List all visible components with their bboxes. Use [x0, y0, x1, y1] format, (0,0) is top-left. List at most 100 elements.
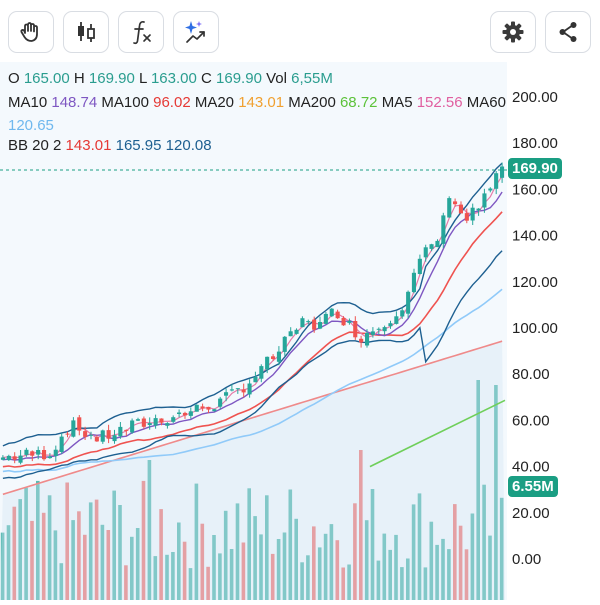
price-axis-tick: 0.00 — [512, 551, 541, 568]
bb-lower-line — [2, 250, 503, 479]
hand-icon — [20, 22, 38, 42]
moving-averages — [0, 175, 506, 600]
candle-body — [159, 418, 164, 423]
drawing-tool-button[interactable] — [8, 11, 54, 53]
candle-body — [6, 455, 11, 461]
last-price-tag: 169.90 — [508, 158, 562, 179]
ma10-value: 148.74 — [51, 94, 98, 111]
volume-bar — [12, 506, 17, 600]
candle-body — [194, 404, 199, 412]
volume-bar — [312, 526, 316, 600]
candle-body — [294, 329, 299, 334]
volume-bar — [147, 460, 152, 600]
price-axis-tick: 80.00 — [512, 366, 550, 383]
volume-bar — [47, 495, 52, 600]
sparkle-trend-icon — [185, 21, 205, 43]
open-value: 165.00 — [23, 70, 70, 87]
volume-bar — [347, 564, 351, 600]
volume-bar — [229, 549, 234, 600]
candle-body — [353, 321, 358, 338]
candle-body — [118, 426, 123, 437]
volume-bar — [435, 544, 439, 600]
candle-body — [259, 366, 264, 379]
candle-body — [394, 316, 399, 324]
candle-body — [241, 389, 246, 393]
candle-body — [83, 431, 88, 437]
volume-bar — [59, 563, 64, 600]
bb-label: BB 20 2 — [8, 137, 62, 154]
volume-bar — [335, 540, 340, 600]
settings-button[interactable] — [490, 11, 536, 53]
ma100-area — [0, 341, 505, 600]
chart-area[interactable]: 200.00 180.00 160.00 140.00 120.00 100.00 80.0… — [0, 62, 600, 600]
candle-body — [212, 409, 217, 412]
volume-bar — [253, 516, 257, 600]
volume-bar — [141, 480, 146, 600]
candle-body — [494, 173, 499, 189]
candle-body — [224, 392, 229, 396]
volume-bar — [423, 567, 428, 600]
bb-lower-value: 120.08 — [165, 137, 212, 154]
volume-bar — [53, 530, 58, 600]
ma200-value: 68.72 — [339, 94, 378, 111]
ma5-line — [2, 175, 503, 459]
candle-body — [464, 213, 469, 221]
candle-body — [482, 193, 487, 208]
candle-body — [30, 451, 35, 456]
close-value: 169.90 — [216, 70, 262, 87]
candle-body — [135, 419, 140, 421]
candle-body — [106, 430, 111, 439]
candle-body — [253, 377, 258, 383]
indicators-button[interactable] — [118, 11, 164, 53]
ai-analysis-button[interactable] — [173, 11, 219, 53]
candle-body — [182, 412, 187, 416]
volume-bar — [194, 483, 199, 600]
candle-body — [411, 272, 416, 293]
volume-bar — [276, 539, 281, 600]
candle-body — [94, 437, 99, 442]
volume-bar — [200, 523, 205, 600]
candle-body — [329, 308, 334, 317]
high-label: H — [73, 70, 85, 87]
candle-body — [458, 204, 463, 214]
function-icon — [133, 20, 151, 45]
volume-bar — [124, 565, 128, 600]
candle-body — [282, 336, 287, 352]
volume-bar — [470, 513, 475, 600]
bb-mid-value: 143.01 — [65, 137, 112, 154]
price-axis-tick: 60.00 — [512, 412, 550, 429]
volume-bar — [376, 560, 381, 600]
low-value: 163.00 — [150, 70, 197, 87]
volume-bar — [476, 380, 480, 600]
ma60-label: MA60 — [466, 94, 506, 111]
candle-body — [218, 398, 223, 407]
volume-bar — [411, 504, 416, 600]
candle-body — [276, 351, 281, 362]
chart-type-button[interactable] — [63, 11, 109, 53]
ma20-label: MA20 — [194, 94, 235, 111]
volume-bar — [118, 505, 122, 600]
candle-body — [382, 327, 387, 332]
volume-bar — [288, 489, 293, 600]
share-button[interactable] — [545, 11, 591, 53]
candle-body — [417, 258, 422, 274]
volume-bar — [65, 482, 69, 600]
candle-body — [71, 420, 76, 437]
candle-body — [453, 201, 458, 205]
volume-bar — [165, 554, 169, 600]
volume-bar — [259, 534, 263, 600]
candle-body — [312, 319, 317, 330]
candle-body — [288, 331, 293, 337]
candle-body — [376, 328, 381, 330]
volume-bar — [218, 553, 222, 600]
candle-body — [89, 434, 94, 436]
price-chart[interactable]: 200.00 180.00 160.00 140.00 120.00 100.00 80.0… — [0, 62, 600, 600]
ma10-label: MA10 — [8, 94, 48, 111]
volume-bar — [0, 532, 5, 600]
share-icon — [559, 22, 577, 42]
candle-body — [36, 450, 41, 455]
volume-bar — [488, 535, 492, 600]
volume-bar — [317, 547, 322, 600]
ma100-line — [2, 340, 503, 496]
candle-body — [300, 318, 305, 328]
